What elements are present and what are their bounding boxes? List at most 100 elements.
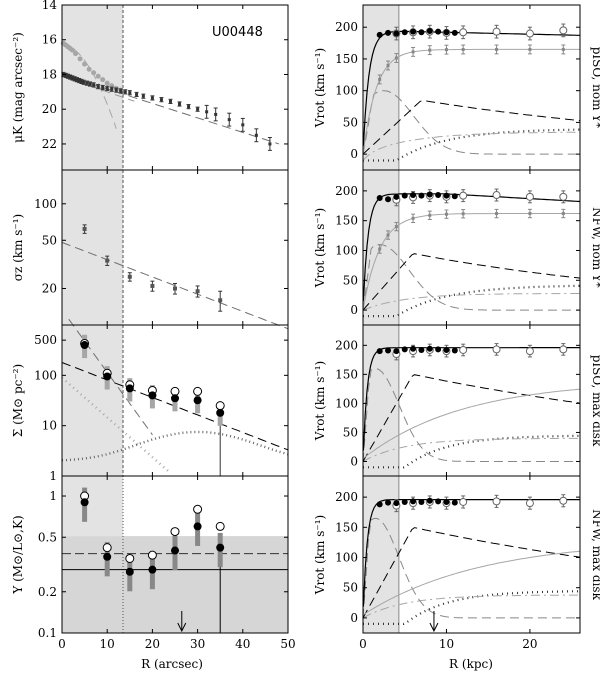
bulge-shade: [62, 476, 124, 537]
rot1-ytick-label: 100: [335, 84, 358, 98]
rot-filled-point: [393, 500, 400, 507]
Sigma-open-point: [170, 386, 180, 396]
muk-gray-point: [82, 61, 88, 67]
bulge-shade: [62, 325, 124, 476]
muk-ylabel: μK (mag arcsec⁻²): [11, 32, 25, 143]
rot-filled-point: [443, 192, 450, 199]
muk-point: [70, 76, 74, 80]
rot-open-point: [459, 497, 468, 506]
muk-point: [105, 86, 109, 90]
Sigma-open-point: [215, 401, 225, 411]
sigma-ytick-label: 100: [34, 197, 57, 211]
rot4-ytick-label: 50: [343, 581, 358, 595]
halo-curve: [363, 128, 580, 162]
panel-sigma: 20 50 100 σz (km s⁻¹): [11, 169, 289, 330]
rot-open-point: [459, 345, 468, 354]
gas-line: [61, 430, 289, 462]
panel-rot1: 0 50 100 150 200 Vrot (km s⁻¹) pISO, nom Υ*: [313, 4, 600, 171]
rot4-ytick-label: 150: [335, 520, 358, 534]
total-curve: [362, 193, 581, 301]
muk-point: [168, 99, 172, 103]
muk-gray-point: [95, 73, 101, 79]
gray-point: [528, 47, 532, 51]
muk-point: [75, 78, 79, 82]
rot-filled-point: [426, 345, 433, 352]
star-line: [61, 376, 172, 474]
rot-open-point: [459, 191, 468, 200]
gray-point: [561, 212, 565, 216]
bulge-curve: [362, 517, 580, 619]
Upsilon-filled-point: [103, 552, 112, 561]
Upsilon-filled-point: [171, 546, 179, 555]
rot-open-point: [559, 496, 568, 505]
rot-filled-point: [401, 192, 408, 199]
Sigma-ytick-label: 100: [34, 368, 57, 382]
gas-curve: [362, 131, 580, 161]
rot-open-point: [559, 192, 568, 201]
rot-filled-point: [418, 192, 425, 199]
rot-open-point: [492, 191, 501, 200]
gray-point: [386, 233, 390, 237]
disk-dyn-line: [61, 362, 289, 451]
Sigma-filled-point: [216, 408, 225, 417]
disk-curve: [362, 253, 581, 311]
Sigma-filled-point: [193, 396, 202, 405]
Upsilon-open-point: [170, 527, 180, 537]
Sigma-filled-point: [125, 384, 134, 393]
rot2-ytick-label: 200: [335, 184, 358, 198]
panel-rot2: 0 50 100 150 200 Vrot (km s⁻¹) NFW, nom Υ*: [313, 169, 600, 326]
rot-filled-point: [443, 346, 450, 353]
rot1-model-label: pISO, nom Υ*: [590, 47, 600, 128]
Upsilon-open-point: [193, 504, 203, 514]
muk-ytick-label: 14: [42, 0, 58, 12]
Sigma-filled-point: [103, 372, 112, 381]
Upsilon-frame: [61, 475, 289, 634]
muk-point: [119, 89, 123, 93]
rot-open-point: [525, 29, 534, 38]
gray-point: [394, 225, 398, 229]
rot3-ytick-label: 150: [335, 367, 358, 381]
Upsilon-xtick-label: 0: [58, 637, 66, 651]
muk-point: [150, 96, 154, 100]
rot-filled-point: [451, 193, 458, 200]
rot-filled-point: [376, 348, 383, 355]
rot-filled-point: [376, 501, 383, 508]
stellar-gray-curve: [362, 48, 580, 155]
radius-arrow-head: [177, 622, 187, 633]
disk-curve: [362, 527, 581, 619]
muk-point: [92, 83, 96, 87]
rot-open-point: [492, 27, 501, 36]
gray-point: [428, 48, 432, 52]
sigma-point: [173, 286, 177, 291]
muk-ytick-label: 22: [42, 137, 57, 151]
rot-filled-point: [418, 29, 425, 36]
muk-gray-point: [86, 66, 92, 72]
rot-open-point: [492, 497, 501, 506]
sigma-point: [82, 226, 87, 231]
gray-point: [378, 77, 382, 81]
muk-point: [227, 118, 231, 122]
bulge-dashed: [61, 75, 135, 102]
rot4-ytick-label: 100: [335, 551, 358, 565]
muk-point: [187, 105, 191, 109]
muk-point: [196, 107, 200, 111]
rot2-ytick-label: 100: [335, 243, 358, 257]
Upsilon-filled-point: [125, 567, 134, 576]
muk-point: [159, 98, 163, 102]
rot-filled-point: [410, 28, 417, 35]
muk-point: [268, 142, 272, 146]
muk-point: [66, 74, 70, 78]
sigma-point: [195, 289, 200, 294]
muk-point: [241, 123, 245, 127]
gray-point: [444, 212, 448, 216]
rot4-xtick-label: 0: [359, 637, 367, 651]
total-curve: [362, 347, 580, 451]
rot3-ytick-label: 0: [350, 454, 358, 468]
muk-point: [101, 86, 105, 89]
muk-point: [73, 77, 77, 81]
rot4-xtick-label: 10: [439, 637, 454, 651]
gray-point: [394, 56, 398, 60]
muk-gray-point: [77, 56, 83, 62]
rot-open-point: [525, 192, 534, 201]
sigma-point: [218, 298, 223, 303]
